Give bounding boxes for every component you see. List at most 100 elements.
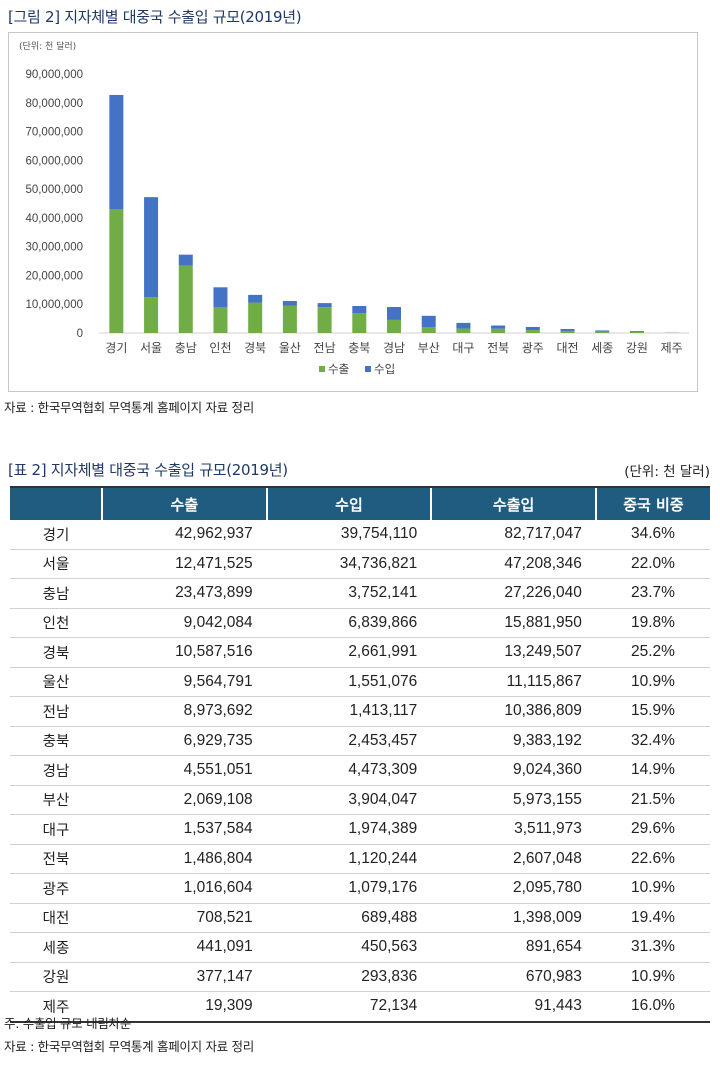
table-title: [표 2] 지자체별 대중국 수출입 규모(2019년) xyxy=(8,461,288,479)
row-total: 10,386,809 xyxy=(431,696,596,727)
x-tick-label: 강원 xyxy=(626,341,648,355)
figure-source: 자료 : 한국무역협회 무역통계 홈페이지 자료 정리 xyxy=(4,400,254,415)
row-total: 891,654 xyxy=(431,932,596,963)
y-tick-label: 0 xyxy=(77,328,83,340)
row-china-share: 15.9% xyxy=(595,696,710,727)
legend-label-export: 수출 xyxy=(328,362,349,376)
row-total: 82,717,047 xyxy=(431,520,596,550)
row-import: 39,754,110 xyxy=(266,520,432,550)
table-body: 경기 42,962,937 39,754,110 82,717,047 34.6% 서울 1… xyxy=(10,520,710,1023)
x-tick-label: 부산 xyxy=(418,341,440,355)
row-import: 689,488 xyxy=(266,903,432,933)
row-region: 전북 xyxy=(10,844,102,874)
bar-export xyxy=(387,319,401,333)
row-export: 9,042,084 xyxy=(102,608,267,638)
row-import: 1,079,176 xyxy=(266,873,432,904)
y-tick-label: 50,000,000 xyxy=(25,184,83,196)
bar-export xyxy=(595,331,610,333)
row-china-share: 31.3% xyxy=(595,932,710,963)
bar-import xyxy=(421,315,436,328)
bar-import xyxy=(629,331,644,332)
row-china-share: 22.6% xyxy=(595,844,710,874)
row-china-share: 22.0% xyxy=(595,549,710,579)
row-china-share: 10.9% xyxy=(595,873,710,904)
table-row: 경남 4,551,051 4,473,309 9,024,360 14.9% xyxy=(10,755,710,786)
bar-import xyxy=(525,326,540,331)
x-tick-label: 경남 xyxy=(383,341,405,355)
row-region: 경남 xyxy=(10,755,102,786)
row-export: 19,309 xyxy=(102,991,267,1023)
table-row: 대구 1,537,584 1,974,389 3,511,973 29.6% xyxy=(10,814,710,845)
row-export: 9,564,791 xyxy=(102,667,267,697)
row-import: 2,453,457 xyxy=(266,726,432,756)
bar-import xyxy=(387,307,401,320)
row-region: 세종 xyxy=(10,932,102,963)
row-china-share: 21.5% xyxy=(595,785,710,815)
table-row: 인천 9,042,084 6,839,866 15,881,950 19.8% xyxy=(10,608,710,638)
row-export: 42,962,937 xyxy=(102,520,267,550)
row-china-share: 34.6% xyxy=(595,520,710,550)
unit-note: (단위: 천 달러) xyxy=(19,40,76,52)
row-export: 1,537,584 xyxy=(102,814,267,845)
row-import: 3,752,141 xyxy=(266,578,432,609)
y-tick-label: 30,000,000 xyxy=(25,242,83,254)
row-export: 23,473,899 xyxy=(102,578,267,609)
table-row: 충남 23,473,899 3,752,141 27,226,040 23.7% xyxy=(10,578,710,609)
row-region: 경북 xyxy=(10,637,102,668)
bar-import xyxy=(560,328,575,331)
row-china-share: 16.0% xyxy=(595,991,710,1023)
figure-title: [그림 2] 지자체별 대중국 수출입 규모(2019년) xyxy=(8,8,302,26)
row-total: 2,095,780 xyxy=(431,873,596,904)
table-row: 전북 1,486,804 1,120,244 2,607,048 22.6% xyxy=(10,844,710,874)
row-export: 12,471,525 xyxy=(102,549,267,579)
row-total: 9,383,192 xyxy=(431,726,596,756)
row-import: 34,736,821 xyxy=(266,549,432,579)
y-tick-label: 40,000,000 xyxy=(25,213,83,225)
row-import: 1,120,244 xyxy=(266,844,432,874)
row-total: 5,973,155 xyxy=(431,785,596,815)
row-total: 670,983 xyxy=(431,962,596,992)
legend-label-import: 수입 xyxy=(374,362,395,376)
x-tick-label: 광주 xyxy=(522,341,544,355)
table-row: 전남 8,973,692 1,413,117 10,386,809 15.9% xyxy=(10,696,710,727)
bar-import xyxy=(352,305,367,314)
row-export: 4,551,051 xyxy=(102,755,267,786)
row-total: 13,249,507 xyxy=(431,637,596,668)
row-total: 91,443 xyxy=(431,991,596,1023)
bar-export xyxy=(491,328,506,333)
row-region: 인천 xyxy=(10,608,102,638)
bar-export xyxy=(213,306,228,333)
bar-import xyxy=(317,303,332,308)
header-cell: 수출 xyxy=(101,486,267,520)
row-export: 2,069,108 xyxy=(102,785,267,815)
header-cell: 수출입 xyxy=(430,486,596,520)
row-import: 4,473,309 xyxy=(266,755,432,786)
row-import: 450,563 xyxy=(266,932,432,963)
row-export: 6,929,735 xyxy=(102,726,267,756)
table-unit: (단위: 천 달러) xyxy=(624,464,710,480)
table-row: 경기 42,962,937 39,754,110 82,717,047 34.6% xyxy=(10,520,710,550)
x-tick-label: 대전 xyxy=(556,341,578,355)
x-tick-label: 경북 xyxy=(244,341,266,355)
x-tick-label: 세종 xyxy=(591,341,613,355)
x-tick-label: 전북 xyxy=(487,341,509,355)
bar-import xyxy=(248,294,263,303)
row-china-share: 14.9% xyxy=(595,755,710,786)
row-region: 대구 xyxy=(10,814,102,845)
row-total: 15,881,950 xyxy=(431,608,596,638)
header-cell xyxy=(10,486,102,520)
header-cell: 수입 xyxy=(265,486,432,520)
bar-export xyxy=(248,302,263,333)
stacked-bar-chart: (단위: 천 달러) 0 10,000,000 20,000,000 30,000,00… xyxy=(19,40,689,376)
row-export: 8,973,692 xyxy=(102,696,267,727)
row-region: 광주 xyxy=(10,873,102,904)
x-tick-label: 서울 xyxy=(140,341,162,355)
row-china-share: 10.9% xyxy=(595,962,710,992)
x-tick-label: 울산 xyxy=(279,341,301,355)
row-region: 부산 xyxy=(10,785,102,815)
bar-import xyxy=(282,301,297,306)
bar-import xyxy=(178,254,193,266)
row-import: 1,413,117 xyxy=(266,696,432,727)
x-tick-label: 인천 xyxy=(209,340,231,355)
bar-export xyxy=(317,307,332,333)
